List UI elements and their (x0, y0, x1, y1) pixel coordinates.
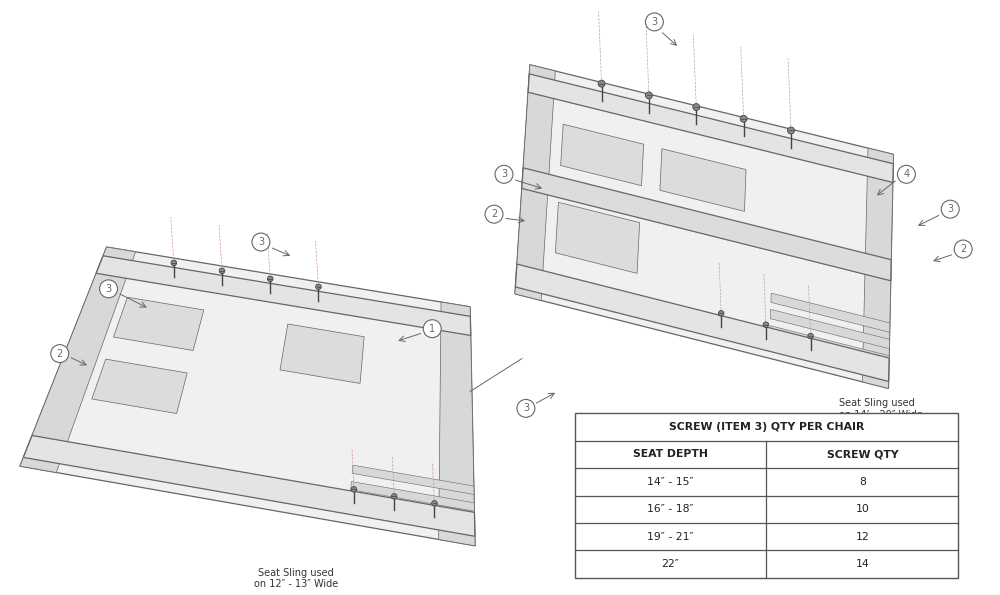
Circle shape (219, 268, 225, 274)
Circle shape (423, 320, 441, 337)
Text: 14: 14 (855, 559, 869, 569)
Circle shape (897, 165, 915, 183)
Circle shape (495, 165, 513, 183)
Polygon shape (352, 465, 474, 494)
Text: 8: 8 (859, 477, 866, 487)
Polygon shape (96, 256, 471, 336)
Text: 22″: 22″ (662, 559, 680, 569)
Circle shape (954, 240, 972, 258)
Polygon shape (113, 298, 204, 350)
Text: 10: 10 (855, 504, 869, 514)
Circle shape (693, 104, 700, 111)
Circle shape (51, 345, 69, 362)
Text: 3: 3 (258, 237, 264, 247)
Text: SCREW QTY: SCREW QTY (827, 449, 898, 459)
Text: 4: 4 (903, 170, 909, 179)
Text: 14″ - 15″: 14″ - 15″ (647, 477, 694, 487)
Circle shape (941, 200, 959, 218)
Text: 3: 3 (523, 403, 529, 414)
Polygon shape (351, 481, 474, 511)
Polygon shape (92, 359, 187, 414)
Circle shape (645, 13, 663, 31)
Circle shape (351, 487, 357, 492)
Polygon shape (770, 325, 889, 365)
Text: Seat Sling used
on 12″ - 13″ Wide: Seat Sling used on 12″ - 13″ Wide (254, 568, 338, 590)
Text: 12: 12 (855, 531, 869, 541)
Polygon shape (20, 247, 475, 546)
Text: SCREW (ITEM 3) QTY PER CHAIR: SCREW (ITEM 3) QTY PER CHAIR (669, 422, 864, 432)
Circle shape (517, 399, 535, 417)
Circle shape (252, 233, 270, 251)
Text: 16″ - 18″: 16″ - 18″ (647, 504, 694, 514)
Polygon shape (522, 168, 891, 281)
Polygon shape (280, 324, 364, 383)
Polygon shape (771, 293, 890, 332)
Text: Seat Sling used
on 14’ - 20″ Wide: Seat Sling used on 14’ - 20″ Wide (839, 399, 922, 420)
Text: SEAT DEPTH: SEAT DEPTH (633, 449, 708, 459)
Circle shape (740, 115, 747, 122)
Circle shape (316, 284, 321, 290)
Text: 3: 3 (651, 17, 657, 27)
Circle shape (788, 127, 795, 134)
Circle shape (485, 205, 503, 223)
Polygon shape (555, 202, 640, 273)
Circle shape (645, 92, 652, 99)
Polygon shape (515, 65, 893, 389)
Polygon shape (20, 247, 136, 472)
Circle shape (718, 311, 724, 316)
Circle shape (432, 500, 437, 506)
Text: 3: 3 (105, 284, 112, 294)
Circle shape (763, 322, 769, 327)
Circle shape (100, 280, 118, 298)
Polygon shape (660, 149, 746, 211)
Circle shape (808, 333, 813, 339)
Text: 2: 2 (491, 209, 497, 219)
Text: 1: 1 (429, 324, 435, 334)
Polygon shape (439, 302, 475, 546)
Text: 3: 3 (501, 170, 507, 179)
Circle shape (267, 276, 273, 281)
Text: 2: 2 (960, 244, 966, 254)
Text: 2: 2 (57, 349, 63, 359)
Text: 19″ - 21″: 19″ - 21″ (647, 531, 694, 541)
Bar (575, 414, 958, 578)
Polygon shape (515, 65, 555, 300)
Circle shape (598, 80, 605, 87)
Polygon shape (561, 124, 644, 186)
Polygon shape (528, 74, 893, 183)
Polygon shape (862, 148, 893, 389)
Polygon shape (515, 264, 889, 381)
Polygon shape (770, 309, 890, 349)
Polygon shape (23, 436, 475, 536)
Text: 3: 3 (947, 204, 953, 214)
Circle shape (171, 260, 177, 265)
Circle shape (391, 494, 397, 499)
Polygon shape (349, 499, 475, 529)
